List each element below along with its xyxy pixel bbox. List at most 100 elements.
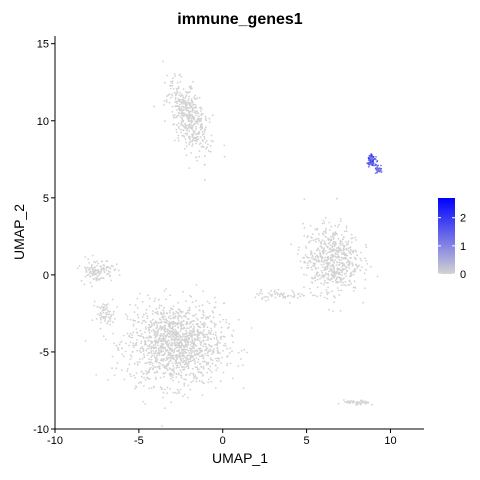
data-point	[204, 323, 207, 326]
data-point	[192, 359, 195, 362]
data-point	[300, 266, 303, 269]
data-point	[352, 286, 355, 289]
data-point	[172, 351, 175, 354]
data-point	[375, 164, 378, 166]
data-point	[186, 311, 189, 314]
data-point	[168, 342, 171, 344]
data-point	[220, 326, 223, 329]
data-point	[199, 136, 202, 139]
y-tick-label: 5	[43, 193, 49, 205]
data-point	[264, 300, 267, 302]
data-point	[193, 123, 195, 126]
data-point	[209, 150, 212, 153]
data-point	[335, 197, 338, 200]
data-point	[102, 306, 105, 309]
data-point	[278, 295, 281, 298]
data-point	[179, 358, 182, 361]
data-point	[185, 300, 187, 303]
data-point	[211, 114, 214, 117]
data-point	[191, 341, 194, 343]
data-point	[206, 326, 209, 329]
data-point	[375, 156, 377, 158]
data-point	[155, 332, 158, 334]
data-point	[110, 279, 113, 282]
data-point	[159, 326, 162, 329]
data-point	[166, 319, 169, 322]
data-point	[342, 281, 345, 284]
data-point	[327, 291, 330, 294]
data-point	[155, 349, 158, 352]
data-point	[336, 233, 338, 236]
data-point	[207, 332, 210, 334]
data-point	[187, 341, 190, 344]
data-point	[173, 92, 176, 94]
data-point	[364, 243, 367, 246]
data-point	[242, 387, 245, 390]
data-point	[350, 253, 353, 256]
data-point	[200, 114, 203, 117]
data-point	[219, 342, 221, 344]
data-point	[184, 138, 187, 141]
data-point	[345, 261, 348, 264]
data-point	[348, 247, 350, 250]
legend-colorbar	[438, 198, 455, 274]
data-point	[188, 323, 191, 325]
data-point	[322, 266, 324, 269]
data-point	[197, 325, 199, 328]
data-point	[336, 276, 339, 278]
data-point	[196, 368, 199, 371]
data-point	[323, 248, 325, 251]
data-point	[190, 122, 193, 124]
data-point	[145, 312, 147, 315]
data-point	[185, 374, 188, 377]
data-point	[107, 378, 109, 381]
data-point	[141, 300, 144, 303]
data-point	[159, 334, 161, 337]
data-point	[161, 334, 164, 337]
data-point	[163, 324, 166, 327]
data-point	[154, 297, 157, 300]
data-point	[185, 108, 187, 111]
data-point	[180, 114, 183, 116]
data-point	[320, 246, 323, 249]
data-point	[347, 264, 349, 266]
data-point	[187, 343, 189, 345]
data-point	[333, 272, 335, 275]
data-point	[312, 262, 315, 264]
data-point	[150, 358, 153, 361]
data-point	[304, 254, 307, 256]
data-point	[141, 375, 143, 378]
data-point	[334, 259, 337, 261]
data-point	[359, 257, 362, 260]
data-point	[327, 264, 330, 267]
data-point	[210, 329, 213, 332]
data-point	[118, 274, 121, 276]
data-point	[207, 317, 210, 320]
data-point	[191, 334, 194, 337]
data-point	[316, 278, 319, 281]
data-point	[237, 351, 240, 354]
legend-tick-label: 1	[460, 241, 466, 253]
data-point	[283, 292, 285, 295]
data-point	[328, 270, 330, 273]
data-point	[228, 352, 231, 354]
data-point	[173, 322, 175, 325]
data-point	[176, 92, 179, 94]
data-point	[344, 281, 347, 283]
data-point	[179, 103, 181, 106]
data-point	[211, 349, 214, 352]
data-point	[147, 377, 150, 380]
data-point	[346, 248, 348, 251]
data-point	[173, 114, 176, 116]
data-point	[166, 330, 169, 333]
data-point	[180, 352, 183, 355]
data-point	[188, 352, 191, 354]
data-point	[278, 293, 281, 296]
data-point	[193, 118, 196, 120]
data-point	[102, 311, 105, 314]
data-point	[142, 350, 145, 352]
data-point	[203, 360, 206, 363]
data-point	[191, 133, 194, 136]
data-point	[174, 328, 177, 331]
data-point	[189, 341, 192, 343]
